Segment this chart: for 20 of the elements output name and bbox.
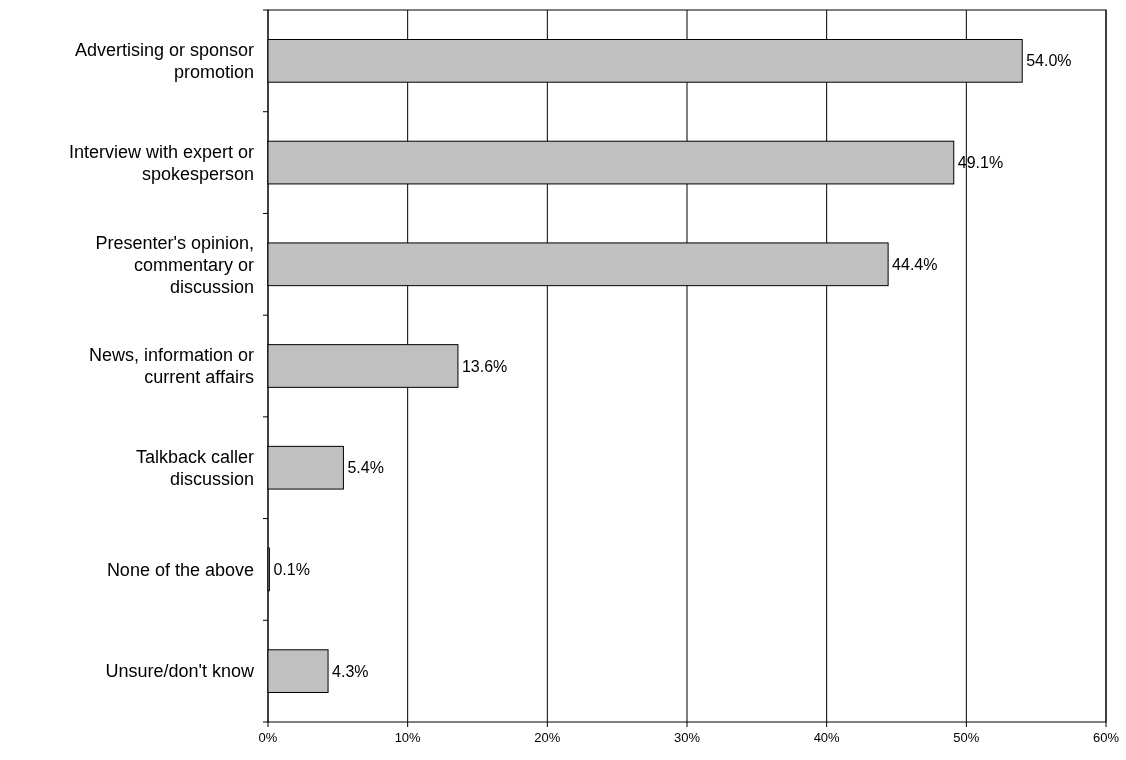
x-tick-label: 20% — [534, 730, 561, 745]
y-tick-label: Presenter's opinion, commentary or discussion — [95, 232, 254, 297]
x-tick-label: 10% — [394, 730, 422, 745]
data-label: 54.0% — [1026, 52, 1072, 70]
data-label: 5.4% — [347, 459, 384, 477]
y-tick-label: Advertising or sponsor promotion — [74, 40, 254, 83]
data-label: 44.4% — [892, 255, 938, 273]
y-tick-label: Talkback caller discussion — [135, 447, 254, 490]
data-label: 0.1% — [273, 561, 310, 579]
data-label: 13.6% — [461, 357, 508, 375]
x-tick-label: 40% — [813, 730, 841, 745]
x-tick-label: 30% — [673, 730, 701, 745]
data-label: 4.3% — [332, 662, 369, 680]
y-tick-label: Interview with expert or spokesperson — [68, 141, 254, 184]
x-tick-label: 50% — [953, 730, 980, 745]
y-tick-label: None of the above — [106, 559, 254, 580]
y-tick-label: News, information or current affairs — [88, 345, 254, 388]
y-tick-label: Unsure/don't know — [105, 661, 255, 682]
x-tick-label: 0% — [258, 730, 278, 745]
x-tick-label: 60% — [1092, 730, 1120, 745]
